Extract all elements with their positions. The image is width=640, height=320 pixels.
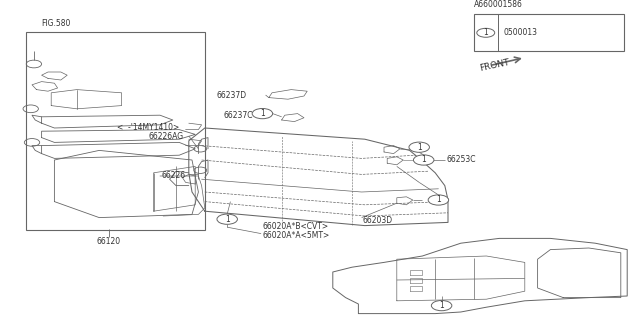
Text: 66253C: 66253C — [447, 156, 476, 164]
Text: A660001586: A660001586 — [474, 0, 522, 9]
Text: 66120: 66120 — [97, 237, 121, 246]
Text: 66226AG: 66226AG — [148, 132, 184, 141]
Text: 66020A*A<5MT>: 66020A*A<5MT> — [262, 231, 330, 240]
Circle shape — [217, 214, 237, 224]
Text: 1: 1 — [225, 215, 230, 224]
Text: 1: 1 — [417, 143, 422, 152]
Text: 1: 1 — [439, 301, 444, 310]
Circle shape — [252, 108, 273, 119]
Text: 1: 1 — [436, 196, 441, 204]
Text: 1: 1 — [260, 109, 265, 118]
Text: FRONT: FRONT — [479, 58, 511, 73]
Text: 0500013: 0500013 — [503, 28, 537, 37]
Text: FIG.580: FIG.580 — [42, 19, 71, 28]
Text: 66237D: 66237D — [216, 92, 246, 100]
Text: 66237C: 66237C — [224, 111, 253, 120]
Circle shape — [428, 195, 449, 205]
Bar — [474, 14, 624, 51]
Text: <  -'14MY1410>: < -'14MY1410> — [117, 124, 179, 132]
Text: 1: 1 — [483, 28, 488, 37]
Text: 66203D: 66203D — [363, 216, 393, 225]
Bar — [26, 32, 205, 230]
Text: 1: 1 — [421, 156, 426, 164]
Circle shape — [413, 155, 434, 165]
Circle shape — [477, 28, 495, 37]
Circle shape — [409, 142, 429, 152]
Text: 66020A*B<CVT>: 66020A*B<CVT> — [262, 222, 328, 231]
Circle shape — [431, 300, 452, 311]
Text: 66226: 66226 — [161, 172, 186, 180]
